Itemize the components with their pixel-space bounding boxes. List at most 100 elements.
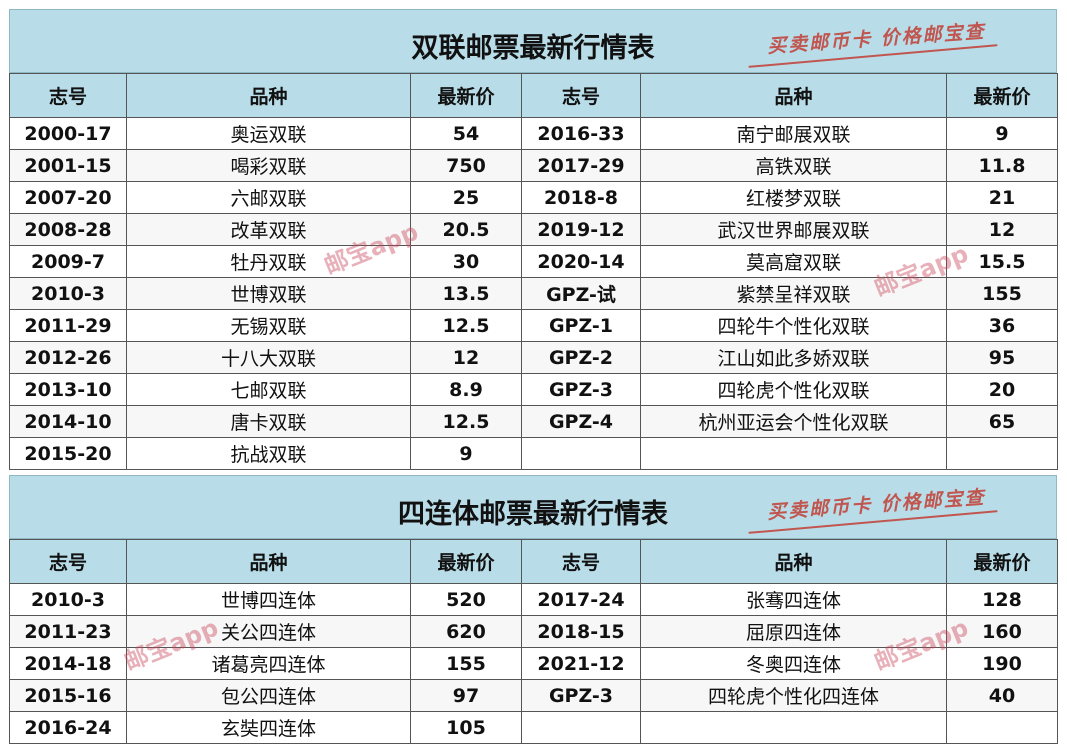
issue-cell: 2011-29 (9, 309, 127, 342)
price-cell: 128 (946, 583, 1058, 616)
price-cell: 13.5 (410, 277, 522, 310)
variety-cell: 十八大双联 (126, 341, 411, 374)
issue-cell: 2010-3 (9, 277, 127, 310)
table-row: 2016-24 玄奘四连体 105 (9, 711, 1058, 744)
variety-cell: 世博双联 (126, 277, 411, 310)
col-header-price: 最新价 (410, 539, 522, 584)
issue-cell: GPZ-3 (521, 373, 641, 406)
price-cell: 105 (410, 711, 522, 744)
table-row: 2014-18 诸葛亮四连体 155 2021-12 冬奥四连体 190 (9, 647, 1058, 680)
price-cell: 520 (410, 583, 522, 616)
table-row: 2009-7 牡丹双联 30 2020-14 莫高窟双联 15.5 (9, 245, 1058, 278)
issue-cell: GPZ-3 (521, 679, 641, 712)
variety-cell: 江山如此多娇双联 (640, 341, 947, 374)
header-row: 志号 品种 最新价 志号 品种 最新价 (9, 73, 1058, 118)
variety-cell: 诸葛亮四连体 (126, 647, 411, 680)
issue-cell: 2021-12 (521, 647, 641, 680)
price-cell: 620 (410, 615, 522, 648)
variety-cell: 红楼梦双联 (640, 181, 947, 214)
variety-cell: 四轮牛个性化双联 (640, 309, 947, 342)
issue-cell: 2008-28 (9, 213, 127, 246)
block-table-title: 四连体邮票最新行情表 (398, 499, 668, 530)
pair-stamps-section: 双联邮票最新行情表 买卖邮币卡 价格邮宝查 志号 品种 最新价 志号 品种 最新… (9, 9, 1058, 470)
variety-cell: 紫禁呈祥双联 (640, 277, 947, 310)
variety-cell (640, 437, 947, 470)
pair-price-table: 志号 品种 最新价 志号 品种 最新价 2000-17 奥运双联 54 2016-33… (9, 73, 1058, 470)
block-price-table: 志号 品种 最新价 志号 品种 最新价 2010-3 世博四连体 520 2017-2… (9, 539, 1058, 744)
table-row: 2015-20 抗战双联 9 (9, 437, 1058, 470)
col-header-issue: 志号 (9, 539, 127, 584)
price-cell: 11.8 (946, 149, 1058, 182)
variety-cell: 抗战双联 (126, 437, 411, 470)
issue-cell: 2016-33 (521, 117, 641, 150)
variety-cell: 四轮虎个性化双联 (640, 373, 947, 406)
issue-cell: 2016-24 (9, 711, 127, 744)
price-cell: 155 (946, 277, 1058, 310)
table-row: 2011-29 无锡双联 12.5 GPZ-1 四轮牛个性化双联 36 (9, 309, 1058, 342)
price-cell: 750 (410, 149, 522, 182)
price-cell: 190 (946, 647, 1058, 680)
header-row: 志号 品种 最新价 志号 品种 最新价 (9, 539, 1058, 584)
price-cell: 12.5 (410, 405, 522, 438)
issue-cell: 2017-24 (521, 583, 641, 616)
variety-cell: 喝彩双联 (126, 149, 411, 182)
issue-cell: 2015-20 (9, 437, 127, 470)
variety-cell: 南宁邮展双联 (640, 117, 947, 150)
variety-cell: 包公四连体 (126, 679, 411, 712)
table-row: 2012-26 十八大双联 12 GPZ-2 江山如此多娇双联 95 (9, 341, 1058, 374)
table-row: 2010-3 世博四连体 520 2017-24 张骞四连体 128 (9, 583, 1058, 616)
issue-cell: GPZ-4 (521, 405, 641, 438)
table-row: 2000-17 奥运双联 54 2016-33 南宁邮展双联 9 (9, 117, 1058, 150)
variety-cell: 冬奥四连体 (640, 647, 947, 680)
table-row: 2014-10 唐卡双联 12.5 GPZ-4 杭州亚运会个性化双联 65 (9, 405, 1058, 438)
price-cell: 12 (946, 213, 1058, 246)
issue-cell: 2007-20 (9, 181, 127, 214)
variety-cell: 牡丹双联 (126, 245, 411, 278)
issue-cell: 2000-17 (9, 117, 127, 150)
price-cell: 20 (946, 373, 1058, 406)
table-row: 2013-10 七邮双联 8.9 GPZ-3 四轮虎个性化双联 20 (9, 373, 1058, 406)
issue-cell: 2001-15 (9, 149, 127, 182)
variety-cell: 屈原四连体 (640, 615, 947, 648)
issue-cell: 2018-8 (521, 181, 641, 214)
variety-cell: 张骞四连体 (640, 583, 947, 616)
price-cell: 97 (410, 679, 522, 712)
issue-cell: 2020-14 (521, 245, 641, 278)
issue-cell: 2019-12 (521, 213, 641, 246)
issue-cell (521, 437, 641, 470)
col-header-variety: 品种 (126, 539, 411, 584)
issue-cell: GPZ-2 (521, 341, 641, 374)
price-cell: 65 (946, 405, 1058, 438)
price-cell: 20.5 (410, 213, 522, 246)
table-row: 2001-15 喝彩双联 750 2017-29 高铁双联 11.8 (9, 149, 1058, 182)
col-header-price: 最新价 (946, 539, 1058, 584)
variety-cell: 奥运双联 (126, 117, 411, 150)
table-row: 2011-23 关公四连体 620 2018-15 屈原四连体 160 (9, 615, 1058, 648)
table-row: 2015-16 包公四连体 97 GPZ-3 四轮虎个性化四连体 40 (9, 679, 1058, 712)
pair-table-title: 双联邮票最新行情表 (411, 33, 655, 64)
variety-cell: 杭州亚运会个性化双联 (640, 405, 947, 438)
variety-cell: 四轮虎个性化四连体 (640, 679, 947, 712)
price-cell: 12.5 (410, 309, 522, 342)
price-cell: 25 (410, 181, 522, 214)
variety-cell: 莫高窟双联 (640, 245, 947, 278)
price-cell: 54 (410, 117, 522, 150)
block-stamps-section: 四连体邮票最新行情表 买卖邮币卡 价格邮宝查 志号 品种 最新价 志号 品种 最… (9, 475, 1058, 744)
issue-cell: 2013-10 (9, 373, 127, 406)
col-header-issue: 志号 (521, 539, 641, 584)
price-cell: 9 (410, 437, 522, 470)
issue-cell: 2009-7 (9, 245, 127, 278)
variety-cell: 唐卡双联 (126, 405, 411, 438)
price-cell: 9 (946, 117, 1058, 150)
price-cell: 8.9 (410, 373, 522, 406)
price-cell (946, 437, 1058, 470)
col-header-issue: 志号 (521, 73, 641, 118)
table-row: 2008-28 改革双联 20.5 2019-12 武汉世界邮展双联 12 (9, 213, 1058, 246)
price-cell: 95 (946, 341, 1058, 374)
issue-cell: 2011-23 (9, 615, 127, 648)
pair-table-banner: 双联邮票最新行情表 买卖邮币卡 价格邮宝查 (9, 9, 1057, 73)
col-header-variety: 品种 (640, 539, 947, 584)
issue-cell: 2012-26 (9, 341, 127, 374)
price-cell: 12 (410, 341, 522, 374)
variety-cell: 改革双联 (126, 213, 411, 246)
